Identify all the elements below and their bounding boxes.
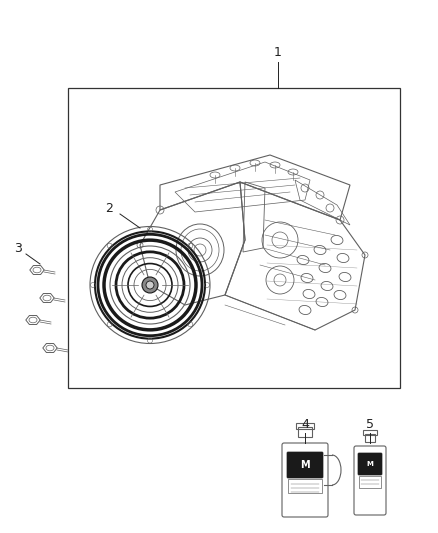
Bar — [68, 88, 400, 388]
Text: 5: 5 — [366, 418, 374, 432]
FancyBboxPatch shape — [287, 452, 323, 478]
Bar — [363, 430, 377, 435]
FancyBboxPatch shape — [358, 453, 382, 475]
Text: M: M — [300, 460, 310, 470]
Text: 1: 1 — [274, 46, 282, 60]
Bar — [288, 479, 322, 493]
Bar — [298, 427, 312, 437]
Text: 3: 3 — [14, 241, 22, 254]
Circle shape — [146, 281, 154, 289]
Bar — [365, 434, 375, 442]
Text: 4: 4 — [301, 418, 309, 432]
Text: M: M — [367, 461, 374, 467]
Circle shape — [142, 277, 158, 293]
Text: 2: 2 — [105, 201, 113, 214]
Bar — [296, 423, 314, 429]
Bar — [359, 476, 381, 488]
